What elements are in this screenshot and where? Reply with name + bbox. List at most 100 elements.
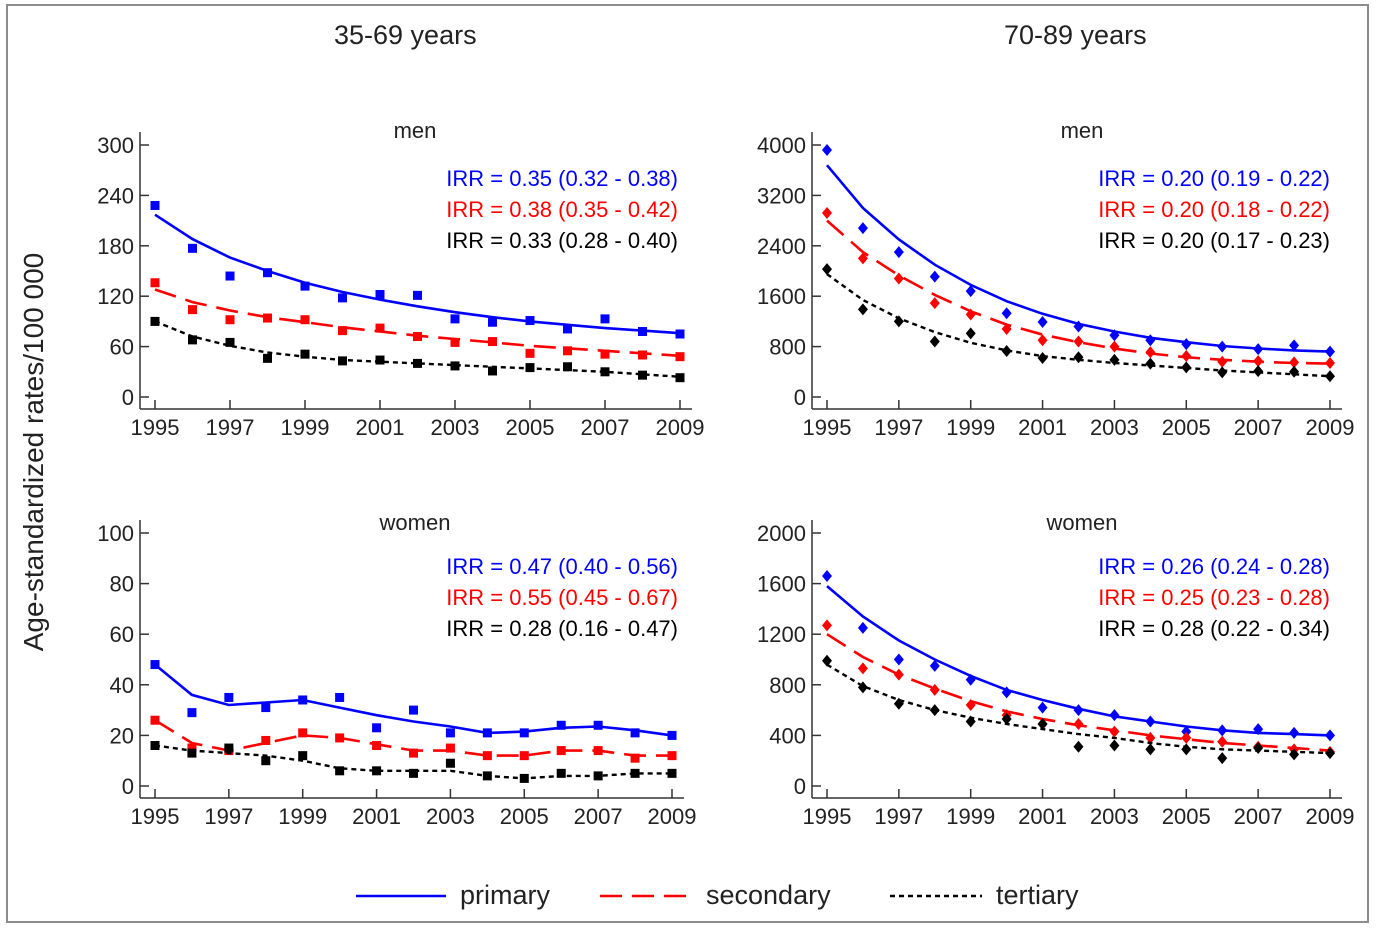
y-tick-label: 100 [97, 521, 134, 546]
data-point-tertiary [1289, 365, 1300, 378]
y-tick-label: 1600 [757, 284, 806, 309]
data-point-secondary [600, 349, 610, 359]
data-point-tertiary [1001, 345, 1012, 358]
x-tick-label: 2007 [1234, 415, 1283, 440]
fit-line-primary [154, 213, 681, 335]
chart-panel-3: 0 20 40 60 80 100 1995 1997 1999 2001 2003 2005 2007… [97, 510, 696, 829]
irr-annotation: IRR = 0.28 (0.22 - 0.34) [1098, 616, 1330, 641]
data-point-secondary [822, 207, 832, 220]
data-point-secondary [488, 337, 497, 347]
data-point-secondary [375, 323, 385, 333]
data-point-tertiary [1109, 353, 1120, 366]
x-tick-label: 2007 [574, 804, 623, 829]
data-point-secondary [1109, 340, 1120, 353]
data-point-primary [563, 324, 572, 334]
data-point-primary [1289, 339, 1300, 352]
data-point-tertiary [593, 771, 603, 781]
fit-line-tertiary [154, 320, 681, 378]
data-point-primary [1325, 345, 1335, 358]
irr-annotation: IRR = 0.28 (0.16 - 0.47) [446, 616, 678, 641]
data-point-tertiary [1217, 752, 1228, 765]
data-point-tertiary [638, 370, 647, 380]
data-point-tertiary [965, 715, 976, 728]
data-point-primary [600, 314, 610, 324]
data-point-tertiary [1325, 747, 1335, 760]
irr-annotation: IRR = 0.26 (0.24 - 0.28) [1098, 554, 1330, 579]
data-point-primary [1037, 701, 1048, 714]
data-point-tertiary [929, 335, 940, 348]
panel-title: men [1061, 118, 1104, 143]
data-point-tertiary [482, 771, 492, 781]
data-point-primary [667, 730, 677, 740]
data-point-tertiary [1217, 366, 1228, 379]
x-tick-label: 1995 [131, 804, 180, 829]
data-point-secondary [630, 753, 640, 763]
data-point-secondary [338, 326, 347, 336]
data-point-primary [893, 653, 904, 666]
data-point-primary [1109, 329, 1120, 342]
data-point-tertiary [822, 263, 832, 276]
x-tick-label: 2007 [581, 415, 630, 440]
x-tick-label: 2005 [506, 415, 555, 440]
data-point-secondary [261, 735, 271, 745]
data-point-tertiary [1325, 370, 1335, 383]
data-point-primary [413, 290, 422, 300]
data-point-tertiary [375, 355, 385, 365]
x-tick-label: 1999 [278, 804, 327, 829]
irr-annotation: IRR = 0.20 (0.18 - 0.22) [1098, 197, 1330, 222]
data-point-secondary [1145, 731, 1156, 744]
data-point-primary [372, 723, 382, 733]
data-point-secondary [188, 305, 197, 315]
data-point-primary [150, 200, 160, 210]
chart-panel-4: 0 400 800 1200 1600 2000 1995 1997 1999 2001 2003 2… [757, 510, 1354, 829]
data-point-primary [1145, 334, 1156, 347]
data-point-primary [488, 317, 497, 327]
x-tick-label: 2009 [656, 415, 705, 440]
data-point-primary [638, 326, 647, 336]
chart-panel-2: 0 800 1600 2400 3200 4000 1995 1997 1999 2001 2003… [757, 118, 1354, 440]
data-point-primary [525, 316, 535, 326]
y-tick-label: 1200 [757, 622, 806, 647]
data-point-primary [1181, 725, 1192, 738]
data-point-primary [965, 285, 976, 298]
data-point-secondary [335, 733, 345, 743]
data-point-primary [965, 673, 976, 686]
data-point-tertiary [188, 335, 197, 345]
data-point-tertiary [1181, 743, 1192, 756]
data-point-primary [675, 329, 685, 339]
data-point-primary [822, 570, 832, 583]
data-point-secondary [1181, 350, 1192, 363]
data-point-tertiary [225, 337, 235, 347]
data-point-secondary [263, 313, 272, 323]
data-point-secondary [893, 272, 904, 285]
x-tick-label: 2001 [1018, 415, 1067, 440]
data-point-tertiary [893, 697, 904, 710]
data-point-primary [1073, 704, 1084, 717]
y-tick-label: 120 [97, 284, 134, 309]
data-point-primary [1037, 316, 1048, 329]
data-point-secondary [482, 751, 492, 761]
data-point-tertiary [261, 756, 271, 766]
data-point-tertiary [1253, 365, 1264, 378]
data-point-primary [822, 144, 832, 157]
y-tick-label: 800 [769, 335, 806, 360]
x-tick-label: 2005 [1162, 415, 1211, 440]
panel-title: women [379, 510, 451, 535]
data-point-primary [1181, 338, 1192, 351]
x-tick-label: 1997 [204, 804, 253, 829]
data-point-secondary [1217, 355, 1228, 368]
fit-line-secondary [826, 219, 1331, 365]
data-point-tertiary [372, 766, 382, 776]
data-point-tertiary [893, 315, 904, 328]
data-point-primary [1073, 320, 1084, 333]
data-point-secondary [1289, 356, 1300, 369]
data-point-tertiary [224, 743, 234, 753]
x-tick-label: 2007 [1234, 804, 1283, 829]
x-tick-label: 2001 [352, 804, 401, 829]
y-tick-label: 60 [110, 622, 134, 647]
data-point-tertiary [338, 356, 347, 366]
data-point-primary [225, 271, 235, 281]
column-title-35-69: 35-69 years [334, 20, 477, 50]
data-point-primary [1325, 729, 1335, 742]
data-point-primary [1253, 723, 1264, 736]
